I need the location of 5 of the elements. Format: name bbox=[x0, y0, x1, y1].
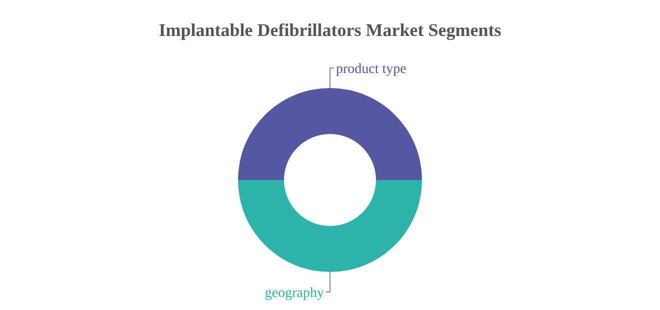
slice-label: product type bbox=[336, 62, 406, 77]
slice-label: geography bbox=[264, 286, 324, 301]
chart-title: Implantable Defibrillators Market Segments bbox=[158, 20, 502, 40]
donut-slice bbox=[238, 180, 422, 272]
donut-slice bbox=[238, 88, 422, 180]
